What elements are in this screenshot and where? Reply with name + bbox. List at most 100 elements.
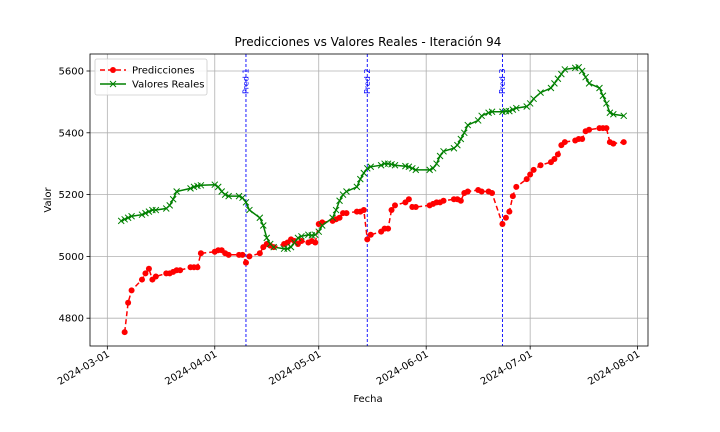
data-point [596,84,603,92]
data-point [121,215,129,223]
data-point [551,80,558,87]
data-point [315,228,323,236]
data-point [506,208,513,215]
data-point [537,89,544,96]
prediction-line-label: Pred 3 [498,69,507,94]
data-point [117,217,125,225]
data-point [197,250,204,257]
data-point [526,100,534,107]
data-point [391,202,398,209]
data-point [336,214,343,221]
legend-label: Valores Reales [132,80,204,91]
data-point [197,181,205,189]
data-point [294,234,302,242]
x-tick-label: 2024-03-01 [56,349,112,388]
data-point [353,183,361,191]
data-point [343,188,350,195]
series-lines [120,66,624,333]
data-point [318,222,326,229]
y-tick-label: 5000 [59,252,84,263]
data-point [478,188,485,195]
data-point [367,163,375,171]
data-point [460,129,468,137]
data-point [169,195,177,203]
data-point [211,181,219,189]
data-point [433,160,440,168]
y-axis-label: Valor [43,187,54,213]
data-point [509,193,516,200]
data-point [128,212,135,220]
data-point [194,264,201,271]
data-point [558,70,565,78]
data-point [177,267,184,274]
x-tick-label: 2024-06-01 [375,349,431,388]
data-point [585,80,593,87]
data-point [385,225,392,232]
data-point [284,245,291,253]
y-tick-label: 5400 [59,128,84,139]
data-point [551,156,558,163]
data-point [235,192,243,200]
data-point [440,197,447,204]
data-point [502,214,509,221]
data-point [145,265,152,272]
data-point [246,253,253,260]
data-point [166,202,174,209]
data-point [506,107,513,115]
legend-box [94,58,208,96]
data-point [620,112,628,120]
data-point [343,210,350,217]
data-point [256,214,264,222]
x-tick-label: 2024-07-01 [479,349,535,388]
data-point [145,208,153,215]
data-point [152,206,160,214]
data-point [377,161,385,169]
data-point [586,126,593,133]
legend-label: Predicciones [132,66,195,77]
data-point [312,239,319,246]
data-point [239,194,246,202]
data-point [426,166,434,174]
data-point [259,222,267,229]
data-point [360,207,367,214]
prediction-line-label: Pred 2 [363,69,372,94]
data-point [530,166,537,173]
data-point [214,183,222,191]
data-point [242,259,249,266]
x-axis-label: Fecha [353,394,382,405]
data-point [332,206,340,214]
data-point [561,66,569,73]
data-point [436,152,444,160]
y-tick-label: 5200 [59,190,84,201]
data-point [440,147,447,155]
data-point [287,243,295,251]
legend-marker [109,80,117,88]
data-point [291,239,298,246]
data-point [405,196,412,203]
data-point [578,67,586,75]
data-point [124,214,132,222]
data-point [488,108,496,116]
data-point [239,251,246,258]
data-point [499,220,506,227]
data-point [221,191,229,198]
data-point [457,197,464,204]
data-point [363,164,371,172]
data-point [523,176,530,183]
data-point [620,139,627,146]
data-point [125,299,132,306]
series-line [123,127,624,333]
data-point [454,141,461,149]
y-tick-label: 4800 [59,314,84,325]
data-point [509,106,517,113]
data-point [464,188,471,195]
plot-area [89,53,649,347]
data-point [457,135,465,143]
data-point [121,329,128,336]
data-point [603,125,610,132]
data-point [429,164,437,172]
x-tick-label: 2024-05-01 [267,349,323,388]
data-point [609,110,617,118]
data-point [489,190,496,197]
